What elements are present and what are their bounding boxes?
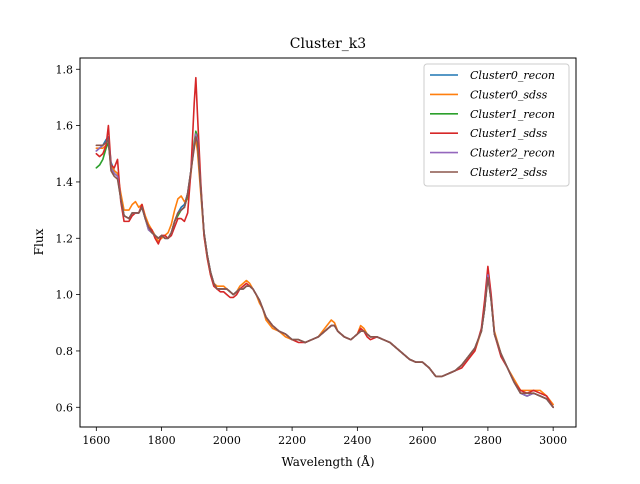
series-lines [95,76,554,409]
legend-label-2: Cluster1_recon [470,108,555,121]
x-tick-label: 2000 [213,434,241,447]
y-tick-label: 1.4 [56,176,74,189]
axes-frame [79,57,577,428]
y-tick-label: 1.0 [56,289,74,302]
x-axis: 1600 1800 2000 2200 2400 2600 2800 3000 [82,427,567,447]
y-tick-label: 1.2 [56,232,74,245]
legend-label-3: Cluster1_sdss [470,127,548,140]
legend-box [423,63,570,187]
x-axis-label: Wavelength (Å) [281,454,374,469]
legend-label-4: Cluster2_recon [470,147,555,160]
x-tick-label: 2200 [278,434,306,447]
chart-title: Cluster_k3 [290,36,366,52]
legend-label-5: Cluster2_sdss [470,166,548,179]
y-tick-label: 0.8 [56,345,74,358]
y-axis-label: Flux [32,228,46,255]
series-line-5 [95,136,554,409]
legend-label-1: Cluster0_sdss [470,88,548,101]
x-tick-label: 1800 [148,434,176,447]
legend: Cluster0_recon Cluster0_sdss Cluster1_reco… [423,63,570,187]
y-tick-label: 1.6 [56,120,74,133]
x-tick-label: 2400 [343,434,371,447]
legend-label-0: Cluster0_recon [470,69,555,82]
y-axis: 0.6 0.8 1.0 1.2 1.4 1.6 1.8 [56,63,80,414]
x-tick-label: 2800 [474,434,502,447]
y-tick-label: 0.6 [56,401,74,414]
x-tick-label: 2600 [409,434,437,447]
x-tick-label: 1600 [82,434,110,447]
y-tick-label: 1.8 [56,63,74,76]
x-tick-label: 3000 [539,434,567,447]
